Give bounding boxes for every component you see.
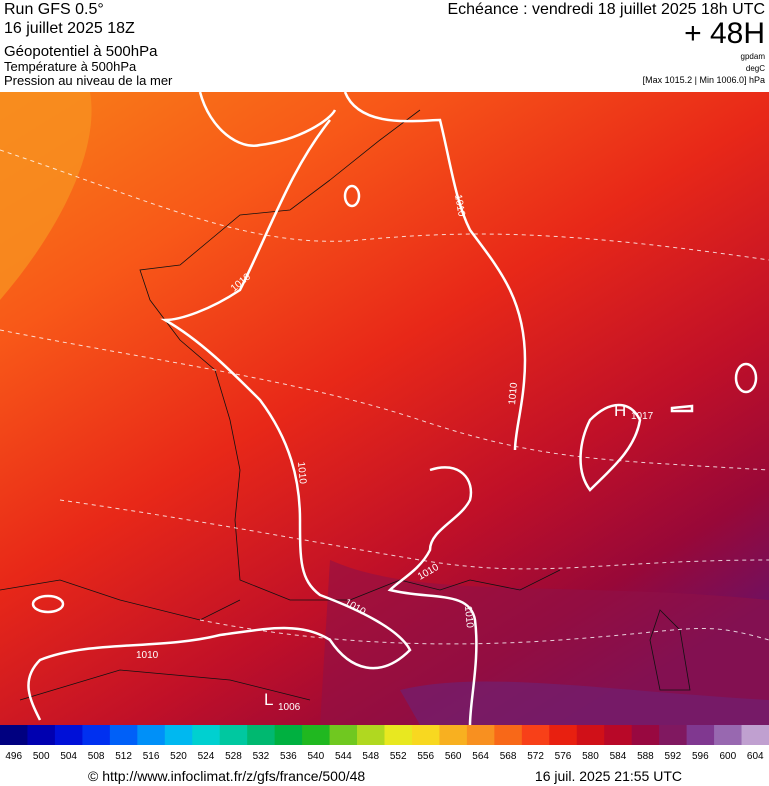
legend-label: 548 <box>362 751 379 762</box>
legend-label: 568 <box>500 751 517 762</box>
color-legend: 496 500 504 508 512 516 520 524 528 532 536 540 544 5… <box>0 725 769 762</box>
legend-swatch <box>741 725 769 745</box>
legend-label: 532 <box>253 751 270 762</box>
legend-swatch <box>54 725 83 745</box>
timestamp: 16 juil. 2025 21:55 UTC <box>535 768 682 784</box>
map: 1010 1010 1010 1010 1010 1010 1010 1010 … <box>0 91 769 726</box>
low-value: 1006 <box>278 702 301 713</box>
legend-swatch <box>164 725 193 745</box>
legend-swatch <box>329 725 358 745</box>
legend-swatch <box>247 725 276 745</box>
legend-swatch <box>302 725 331 745</box>
isobar-label: 1010 <box>136 650 159 661</box>
legend-label: 560 <box>445 751 462 762</box>
isobars <box>27 91 758 726</box>
legend-swatch <box>109 725 138 745</box>
unit: gpdam <box>741 52 766 61</box>
run: Run GFS 0.5° <box>4 1 104 18</box>
legend-swatch <box>494 725 523 745</box>
isobar-labels: 1010 1010 1010 1010 1010 1010 1010 1010 <box>136 194 520 661</box>
low-letter: L <box>264 690 273 709</box>
legend-swatch <box>137 725 166 745</box>
high-value: 1017 <box>631 411 654 422</box>
legend-swatch <box>384 725 413 745</box>
legend-label: 564 <box>472 751 489 762</box>
legend-label: 504 <box>60 751 77 762</box>
legend-swatch <box>466 725 495 745</box>
legend-swatch <box>439 725 468 745</box>
legend-swatch <box>82 725 111 745</box>
legend-label: 528 <box>225 751 242 762</box>
pressure-range: [Max 1015.2 | Min 1006.0] hPa <box>643 75 765 85</box>
legend-label: 592 <box>665 751 682 762</box>
lead-time: + 48H <box>684 17 765 50</box>
legend-label: 576 <box>555 751 572 762</box>
unit: degC <box>746 64 765 73</box>
legend-label: 604 <box>747 751 764 762</box>
run-date: 16 juillet 2025 18Z <box>4 20 135 37</box>
coastline <box>0 109 691 701</box>
legend-label: 556 <box>417 751 434 762</box>
legend-label: 516 <box>143 751 160 762</box>
warm-zone <box>0 92 92 300</box>
legend-swatch <box>604 725 633 745</box>
legend-label: 584 <box>610 751 627 762</box>
legend-swatch <box>0 725 28 745</box>
legend-label: 536 <box>280 751 297 762</box>
legend-label: 496 <box>5 751 22 762</box>
legend-swatch <box>357 725 385 745</box>
legend-swatch <box>659 725 688 745</box>
isobar-label: 1010 <box>462 605 475 629</box>
legend-label: 520 <box>170 751 187 762</box>
legend-swatch <box>219 725 248 745</box>
legend-label: 588 <box>637 751 654 762</box>
legend-label: 512 <box>115 751 132 762</box>
legend-label: 500 <box>33 751 50 762</box>
legend-swatch <box>576 725 605 745</box>
legend-label: 596 <box>692 751 709 762</box>
geopotential-contours <box>0 149 769 645</box>
isobar-label: 1010 <box>295 461 308 485</box>
cold-zone <box>320 560 769 725</box>
legend-label: 524 <box>198 751 215 762</box>
isobar-label: 1010 <box>507 382 520 406</box>
cold-core <box>400 681 769 725</box>
subtitle: Température à 500hPa <box>4 59 137 74</box>
subtitle: Pression au niveau de la mer <box>4 73 173 88</box>
legend-label: 552 <box>390 751 407 762</box>
legend-label: 572 <box>527 751 544 762</box>
title: Géopotentiel à 500hPa <box>4 43 158 60</box>
legend-label: 600 <box>719 751 736 762</box>
high-letter: H <box>614 401 626 420</box>
legend-label: 540 <box>307 751 324 762</box>
legend-swatch <box>549 725 578 745</box>
legend-swatch <box>274 725 303 745</box>
legend-label: 544 <box>335 751 352 762</box>
legend-swatch <box>411 725 440 745</box>
legend-swatch <box>27 725 56 745</box>
isobar-label: 1010 <box>452 194 467 218</box>
legend-swatch <box>192 725 221 745</box>
legend-label: 580 <box>582 751 599 762</box>
legend-swatch <box>631 725 660 745</box>
source: © http://www.infoclimat.fr/z/gfs/france/… <box>88 768 365 784</box>
legend-swatch <box>521 725 550 745</box>
legend-swatch <box>686 725 715 745</box>
legend-swatch <box>714 725 743 745</box>
legend-label: 508 <box>88 751 105 762</box>
echeance: Echéance : vendredi 18 juillet 2025 18h … <box>447 1 765 18</box>
